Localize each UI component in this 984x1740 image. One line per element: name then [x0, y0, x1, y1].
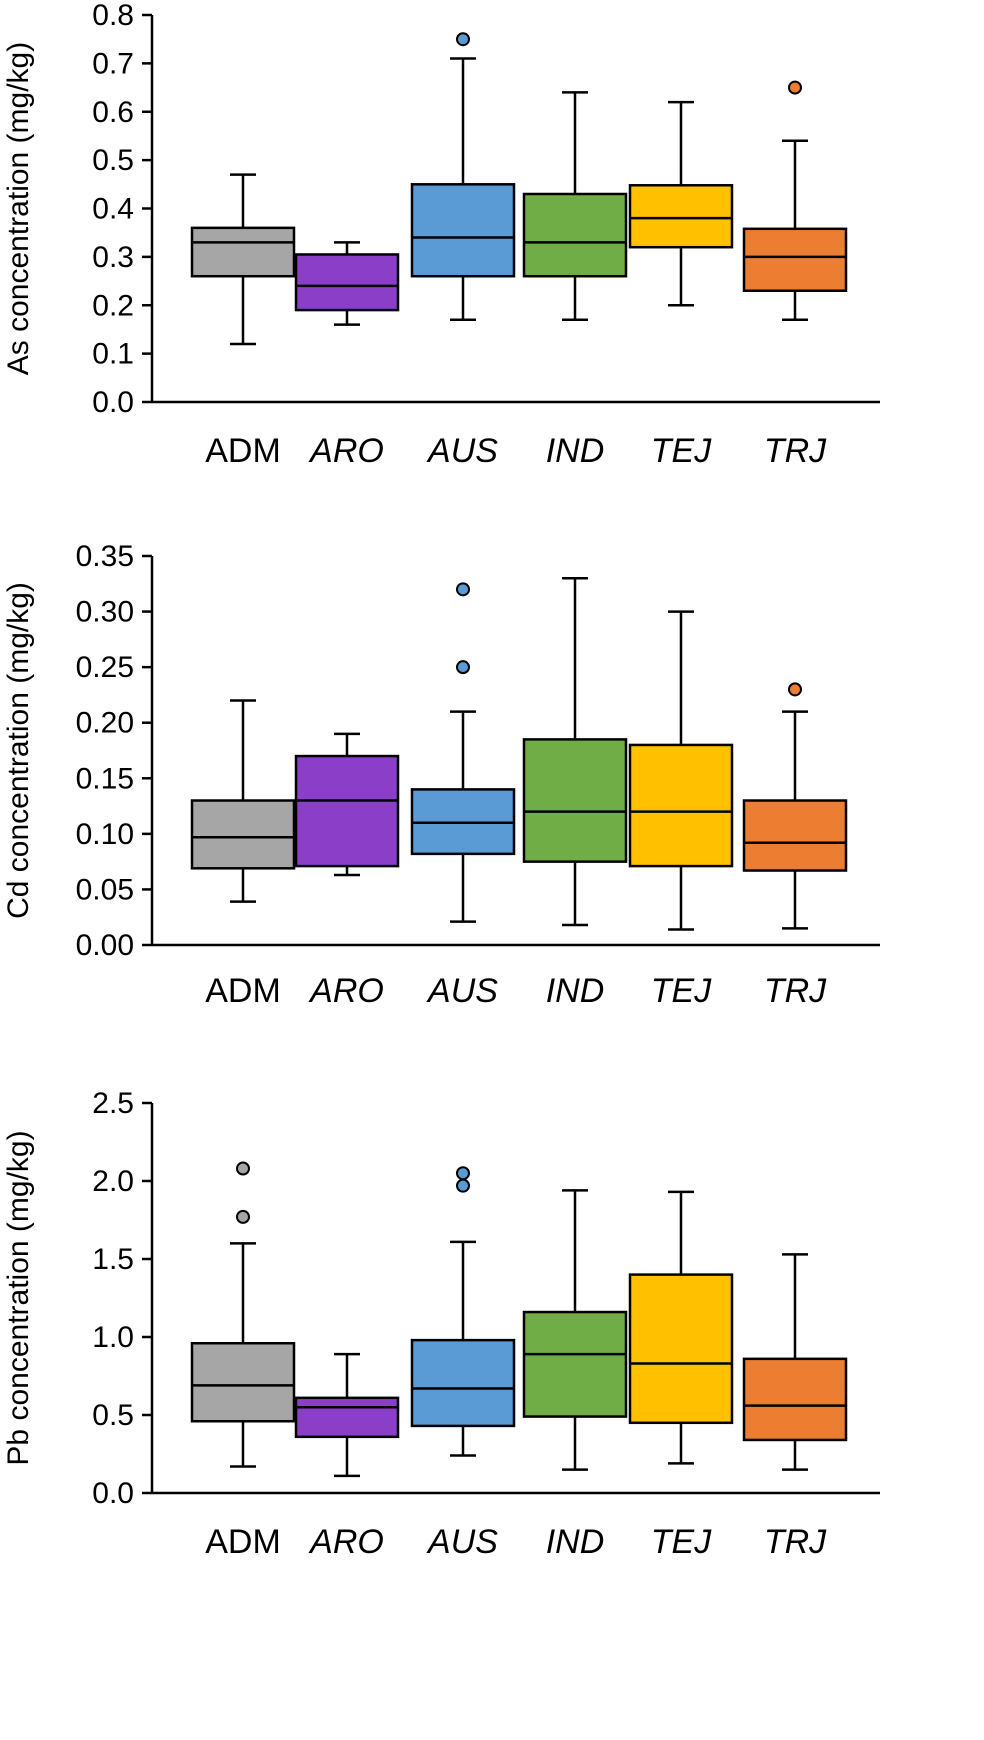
y-tick-label: 0.0: [92, 386, 134, 419]
y-tick-label: 0.30: [76, 596, 134, 629]
y-tick-label: 0.6: [92, 96, 134, 129]
box-adm: [190, 173, 296, 346]
outlier-point: [788, 682, 802, 697]
outlier-point: [236, 1209, 250, 1224]
category-label: TEJ: [651, 1523, 712, 1561]
category-label: TRJ: [764, 972, 827, 1010]
category-label: ADM: [205, 432, 281, 470]
box-ind: [522, 576, 628, 927]
y-tick-label: 1.5: [92, 1243, 134, 1276]
outlier-point: [456, 1178, 470, 1193]
y-axis-title: Pb concentration (mg/kg): [2, 1130, 35, 1465]
category-label: IND: [546, 1523, 605, 1561]
box-tej: [628, 100, 734, 307]
y-tick-label: 0.5: [92, 1399, 134, 1432]
box-aus: [410, 32, 516, 322]
box-rect: [190, 799, 296, 870]
y-axis-title: Cd concentration (mg/kg): [2, 582, 35, 919]
y-tick-label: 0.15: [76, 762, 134, 795]
box-tej: [628, 1190, 734, 1465]
y-tick-label: 0.00: [76, 929, 134, 962]
box-aro: [294, 732, 400, 877]
category-label: AUS: [426, 1523, 498, 1561]
box-rect: [742, 1357, 848, 1442]
outlier-point: [456, 660, 470, 675]
category-label: ADM: [205, 972, 281, 1010]
y-tick-label: 1.0: [92, 1321, 134, 1354]
y-tick-label: 0.25: [76, 651, 134, 684]
y-tick-label: 0.7: [92, 47, 134, 80]
y-tick-label: 0.4: [92, 193, 134, 226]
box-rect: [410, 183, 516, 278]
box-trj: [742, 682, 848, 930]
box-rect: [628, 743, 734, 868]
category-label: ARO: [308, 1523, 384, 1561]
box-rect: [742, 799, 848, 872]
box-rect: [742, 227, 848, 292]
category-label: ARO: [308, 972, 384, 1010]
box-aro: [294, 241, 400, 326]
category-label: TRJ: [764, 432, 827, 470]
panel-2: 0.00 0.05 0.10 0.15 0.20 0.25 0.30 0.35 Cd conce…: [2, 540, 880, 1010]
y-tick-label: 0.2: [92, 289, 134, 322]
y-tick-label: 0.35: [76, 540, 134, 573]
box-rect: [628, 184, 734, 249]
outlier-point: [788, 80, 802, 95]
y-tick-label: 0.5: [92, 144, 134, 177]
category-label: IND: [546, 972, 605, 1010]
panel-1: 0.0 0.1 0.2 0.3 0.4 0.5 0.6 0.7 0.8 As concentrat…: [2, 0, 880, 470]
box-rect: [522, 738, 628, 863]
box-trj: [742, 1253, 848, 1471]
category-label: AUS: [426, 972, 498, 1010]
y-tick-label: 0.10: [76, 818, 134, 851]
box-rect: [294, 1396, 400, 1439]
box-tej: [628, 610, 734, 931]
category-label: AUS: [426, 432, 498, 470]
box-adm: [190, 1161, 296, 1468]
y-axis-title: As concentration (mg/kg): [2, 42, 35, 375]
category-label: TEJ: [651, 972, 712, 1010]
outlier-point: [236, 1161, 250, 1176]
box-trj: [742, 80, 848, 322]
y-tick-label: 0.20: [76, 707, 134, 740]
box-rect: [190, 226, 296, 278]
y-tick-label: 0.3: [92, 241, 134, 274]
box-rect: [190, 1341, 296, 1423]
box-rect: [628, 1273, 734, 1425]
box-aus: [410, 1166, 516, 1457]
outlier-point: [456, 582, 470, 597]
category-label: IND: [546, 432, 605, 470]
outlier-point: [456, 1166, 470, 1181]
outlier-point: [456, 32, 470, 47]
box-rect: [410, 1338, 516, 1428]
y-tick-label: 2.5: [92, 1087, 134, 1120]
category-label: TEJ: [651, 432, 712, 470]
panel-3: 0.0 0.5 1.0 1.5 2.0 2.5 Pb concentration (mg/k…: [2, 1087, 880, 1561]
category-label: TRJ: [764, 1523, 827, 1561]
y-tick-label: 0.8: [92, 0, 134, 32]
box-rect: [294, 754, 400, 868]
category-label: ARO: [308, 432, 384, 470]
box-rect: [294, 253, 400, 312]
y-tick-label: 0.0: [92, 1477, 134, 1510]
category-label: ADM: [205, 1523, 281, 1561]
box-aus: [410, 582, 516, 923]
y-tick-label: 0.05: [76, 873, 134, 906]
y-tick-label: 0.1: [92, 338, 134, 371]
y-tick-label: 2.0: [92, 1165, 134, 1198]
box-rect: [522, 1310, 628, 1418]
box-rect: [522, 192, 628, 278]
box-ind: [522, 91, 628, 322]
box-ind: [522, 1189, 628, 1471]
box-aro: [294, 1352, 400, 1478]
box-adm: [190, 699, 296, 903]
